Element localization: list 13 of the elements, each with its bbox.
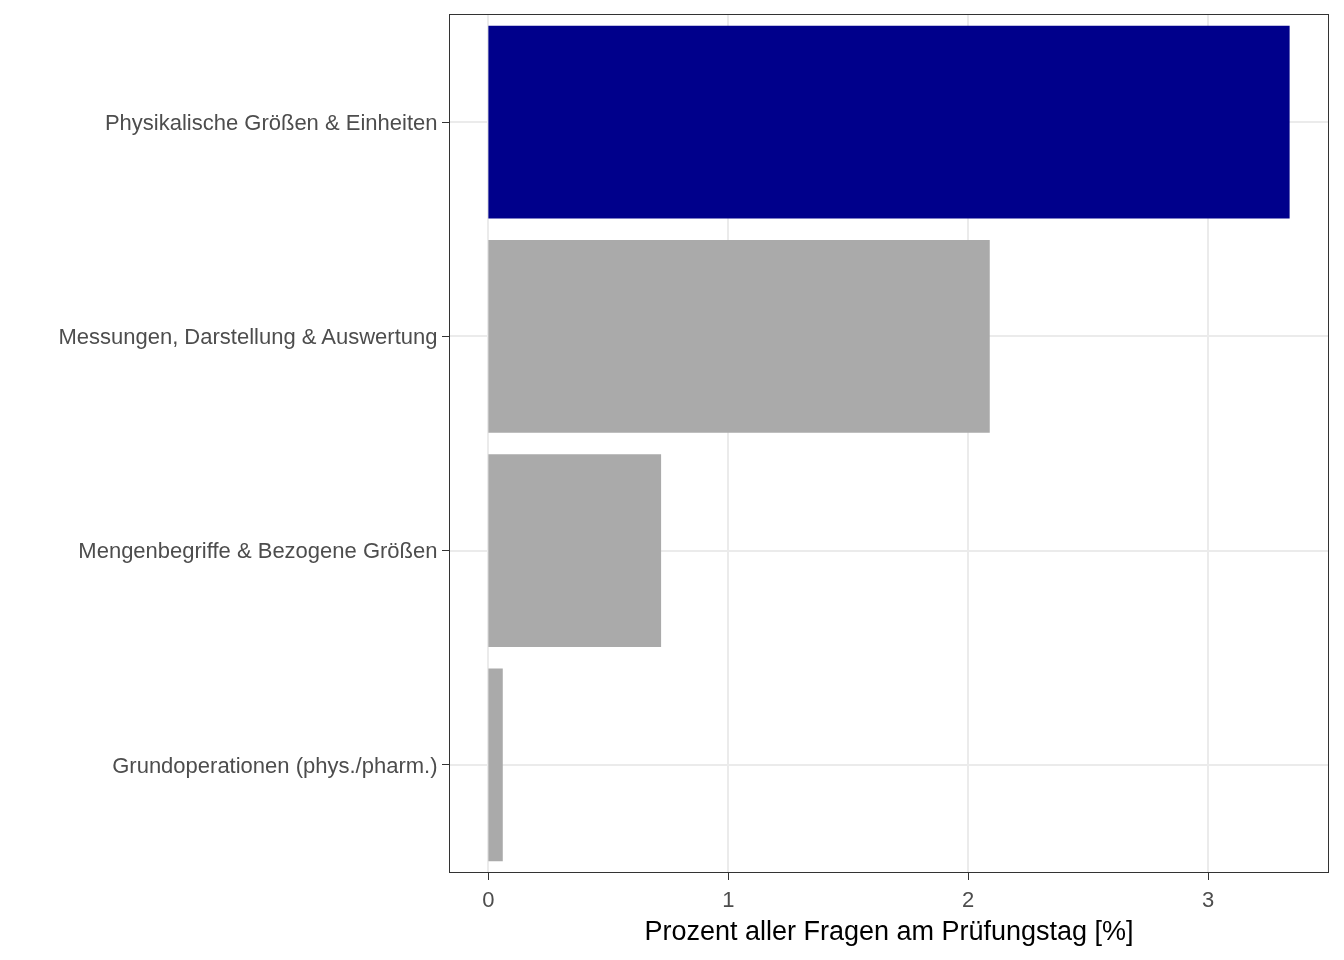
x-tick-label: 3 [1201, 886, 1215, 912]
y-tick-label: Physikalische Größen & Einheiten [104, 109, 438, 135]
bar [488, 25, 1290, 219]
x-tick-label: 2 [962, 886, 975, 912]
bar [488, 239, 990, 433]
x-tick-label: 1 [722, 886, 735, 912]
x-axis-title: Prozent aller Fragen am Prüfungstag [%] [644, 915, 1134, 946]
bar [488, 454, 662, 648]
bar [488, 668, 503, 862]
x-tick-label: 0 [482, 886, 495, 912]
y-tick-label: Mengenbegriffe & Bezogene Größen [78, 538, 438, 564]
y-tick-label: Grundoperationen (phys./pharm.) [112, 752, 438, 778]
y-tick-label: Messungen, Darstellung & Auswertung [58, 324, 438, 350]
